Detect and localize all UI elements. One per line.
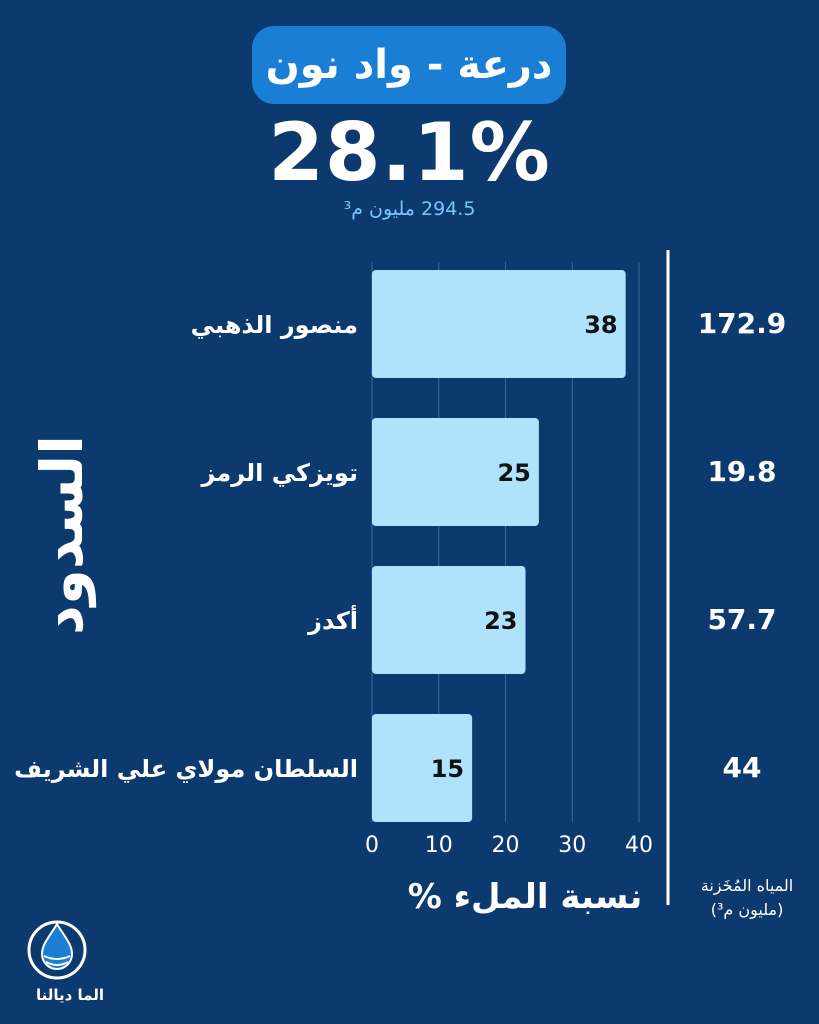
stored-volume-value: 172.9 [698,307,787,340]
total-volume-subline: 294.5 مليون م³ [343,198,476,220]
fill-percentage-headline: 28.1% [268,106,551,199]
region-title: درعة - واد نون [252,26,566,104]
x-tick-label: 0 [365,833,379,858]
bar [372,714,473,822]
brand-logo: الما ديالنا [20,916,120,1011]
category-label: السلطان مولاي علي الشريف [14,755,358,783]
x-tick-label: 10 [425,833,453,858]
stored-water-header-line2: (مليون م³) [710,900,784,919]
stored-volume-value: 57.7 [707,603,776,636]
x-tick-label: 30 [558,833,586,858]
bar-value-label: 25 [497,459,530,487]
bar [372,418,539,526]
bar-value-label: 15 [431,755,464,783]
stored-water-header-line1: المياه المُخَزنة [700,876,794,895]
stored-volume-value: 44 [723,751,762,784]
logo-text: الما ديالنا [35,986,105,1004]
bar [372,270,626,378]
x-tick-label: 40 [625,833,653,858]
bar-value-label: 38 [584,311,617,339]
category-label: تويزكي الرمز [200,459,358,487]
x-axis-title: نسبة الملء % [408,877,643,917]
stored-volume-value: 19.8 [707,455,776,488]
stored-water-header: المياه المُخَزنة (مليون م³) [672,874,819,922]
x-tick-label: 20 [492,833,520,858]
category-label: منصور الذهبي [191,311,358,339]
category-label: أكدز [307,605,358,635]
water-drop-logo-icon [27,920,87,980]
dams-axis-title: السدود [28,435,96,635]
bar-value-label: 23 [484,607,517,635]
bar [372,566,526,674]
